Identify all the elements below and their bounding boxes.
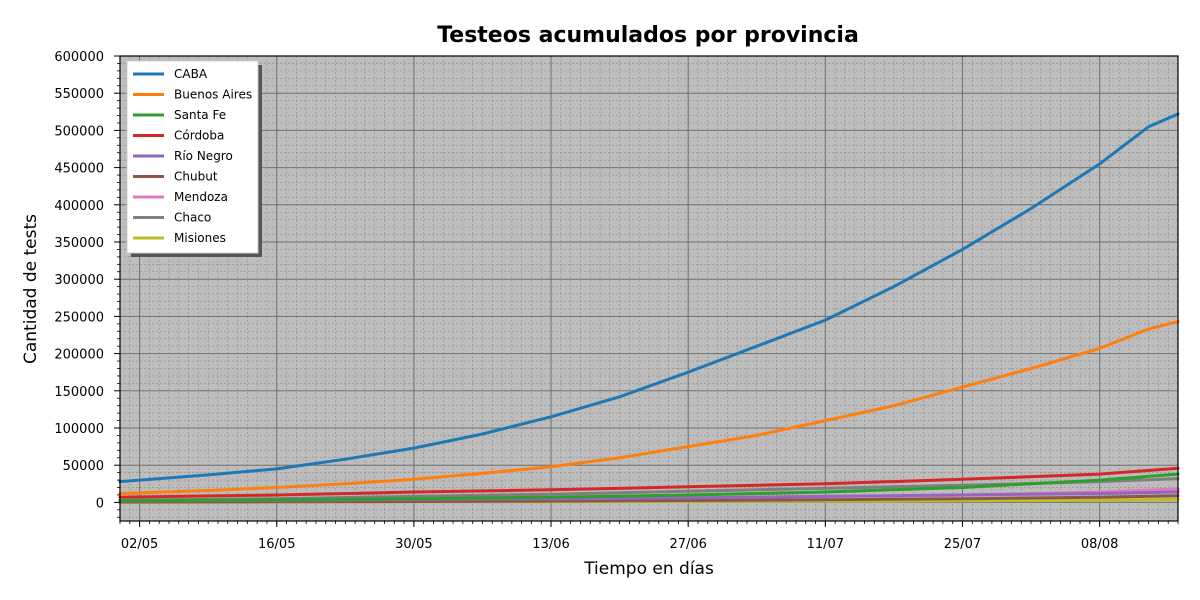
y-tick-label: 600000	[54, 50, 104, 65]
legend-label: Mendoza	[174, 190, 228, 204]
legend: CABA Buenos Aires Santa Fe Córdoba Río Negro…	[126, 60, 262, 257]
x-axis: 02/05 16/05 30/05 13/06 27/06 11/07 25/07 08/08	[119, 521, 1179, 552]
series-line-caba	[118, 112, 1180, 484]
series-line-santa-fe	[118, 472, 1180, 503]
legend-label: CABA	[174, 67, 208, 81]
x-tick-label: 13/06	[532, 537, 569, 552]
legend-label: Córdoba	[174, 129, 224, 143]
chart-title: Testeos acumulados por provincia	[437, 23, 859, 48]
y-tick-label: 300000	[54, 273, 104, 288]
legend-label: Misiones	[174, 231, 226, 245]
series-lines	[118, 112, 1180, 504]
legend-label: Chaco	[174, 211, 211, 225]
y-tick-label: 450000	[54, 162, 104, 177]
y-tick-label: 350000	[54, 236, 104, 251]
y-tick-label: 500000	[54, 124, 104, 139]
y-tick-label: 150000	[54, 385, 104, 400]
series-line-chubut	[118, 494, 1180, 504]
y-tick-label: 250000	[54, 310, 104, 325]
legend-label: Chubut	[174, 170, 218, 184]
y-tick-label: 50000	[63, 459, 104, 474]
y-tick-label: 550000	[54, 87, 104, 102]
x-tick-label: 11/07	[807, 537, 844, 552]
legend-label: Buenos Aires	[174, 88, 252, 102]
series-line-buenos-aires	[118, 320, 1180, 495]
legend-label: Río Negro	[174, 149, 233, 163]
y-axis: 0 50000 100000 150000 200000 250000 300000 3500…	[54, 50, 120, 518]
x-tick-label: 16/05	[258, 537, 295, 552]
x-tick-label: 27/06	[669, 537, 706, 552]
legend-label: Santa Fe	[174, 108, 226, 122]
y-tick-label: 0	[96, 496, 104, 511]
x-tick-label: 08/08	[1081, 537, 1118, 552]
y-tick-label: 100000	[54, 422, 104, 437]
x-tick-label: 30/05	[395, 537, 432, 552]
series-line-córdoba	[118, 466, 1180, 499]
x-tick-label: 25/07	[944, 537, 981, 552]
x-axis-label: Tiempo en días	[583, 559, 714, 579]
y-axis-label: Cantidad de tests	[21, 214, 41, 364]
y-tick-label: 400000	[54, 199, 104, 214]
x-tick-label: 02/05	[121, 537, 158, 552]
y-tick-label: 200000	[54, 348, 104, 363]
legend-items: CABA Buenos Aires Santa Fe Córdoba Río Negro…	[133, 67, 252, 245]
